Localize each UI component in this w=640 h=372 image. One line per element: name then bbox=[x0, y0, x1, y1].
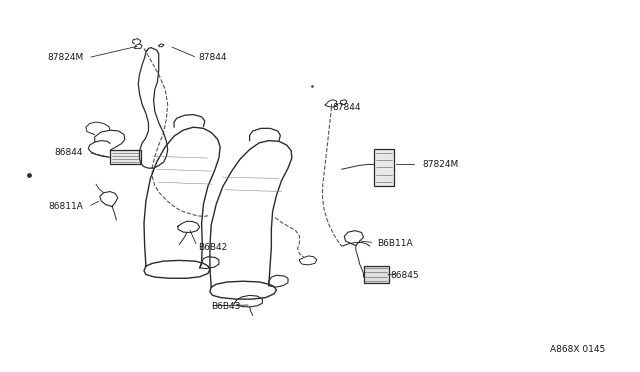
Text: B6B43: B6B43 bbox=[211, 302, 241, 311]
Text: 87844: 87844 bbox=[333, 103, 362, 112]
Text: B6B11A: B6B11A bbox=[378, 239, 413, 248]
Text: 87824M: 87824M bbox=[47, 53, 83, 62]
FancyBboxPatch shape bbox=[110, 150, 141, 164]
Text: 87824M: 87824M bbox=[422, 160, 459, 169]
FancyBboxPatch shape bbox=[374, 149, 394, 186]
Text: 87844: 87844 bbox=[198, 53, 227, 62]
Text: B6B42: B6B42 bbox=[198, 243, 228, 252]
Text: 86845: 86845 bbox=[390, 271, 419, 280]
Text: 86844: 86844 bbox=[54, 148, 83, 157]
Text: A868X 0145: A868X 0145 bbox=[550, 345, 605, 354]
Text: 86811A: 86811A bbox=[49, 202, 83, 211]
FancyBboxPatch shape bbox=[364, 266, 389, 283]
